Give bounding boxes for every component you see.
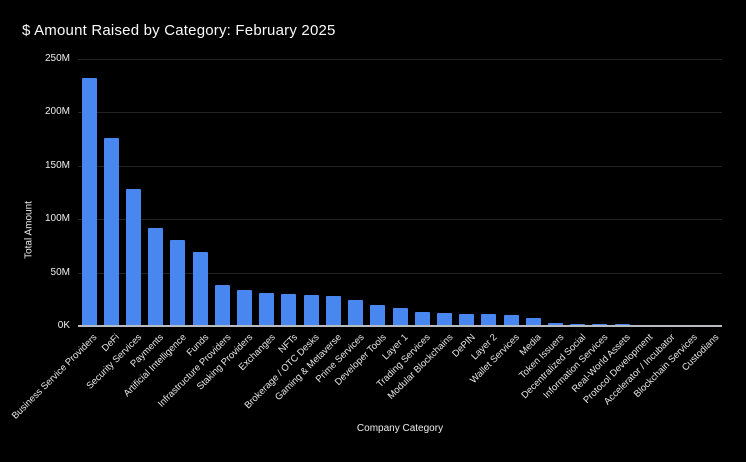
bar bbox=[459, 314, 475, 326]
bar bbox=[126, 189, 142, 326]
bar bbox=[436, 312, 452, 326]
y-axis-title: Total Amount bbox=[23, 201, 35, 259]
bar bbox=[170, 239, 186, 326]
bar bbox=[525, 318, 541, 326]
y-tick-label: 100M bbox=[44, 213, 70, 225]
plot-area bbox=[78, 59, 722, 327]
bar bbox=[237, 289, 253, 326]
bar bbox=[303, 295, 319, 326]
bar bbox=[281, 293, 297, 326]
bar bbox=[414, 312, 430, 326]
chart-title: $ Amount Raised by Category: February 20… bbox=[22, 22, 336, 39]
bar bbox=[81, 78, 97, 326]
bar bbox=[148, 227, 164, 326]
y-tick-label: 200M bbox=[44, 106, 70, 118]
gridline bbox=[78, 165, 722, 167]
gridline bbox=[78, 219, 722, 221]
bar bbox=[503, 315, 519, 326]
bar bbox=[192, 252, 208, 326]
bar bbox=[348, 300, 364, 326]
y-tick-label: 150M bbox=[44, 159, 70, 171]
gridline bbox=[78, 272, 722, 274]
y-tick-label: 0K bbox=[57, 320, 70, 331]
gridline bbox=[78, 112, 722, 114]
x-axis-title: Company Category bbox=[356, 423, 444, 434]
y-tick-label: 250M bbox=[44, 53, 70, 64]
bar bbox=[547, 323, 563, 326]
bar bbox=[481, 314, 497, 326]
bar bbox=[325, 296, 341, 326]
x-tick-label: Business Service Providers bbox=[10, 332, 100, 422]
bar bbox=[214, 285, 230, 326]
bar bbox=[392, 307, 408, 326]
gridline bbox=[78, 59, 722, 60]
bar bbox=[103, 138, 119, 326]
x-axis-line bbox=[78, 325, 722, 327]
y-tick-label: 50M bbox=[50, 266, 70, 278]
bar bbox=[259, 293, 275, 326]
bar bbox=[370, 304, 386, 326]
